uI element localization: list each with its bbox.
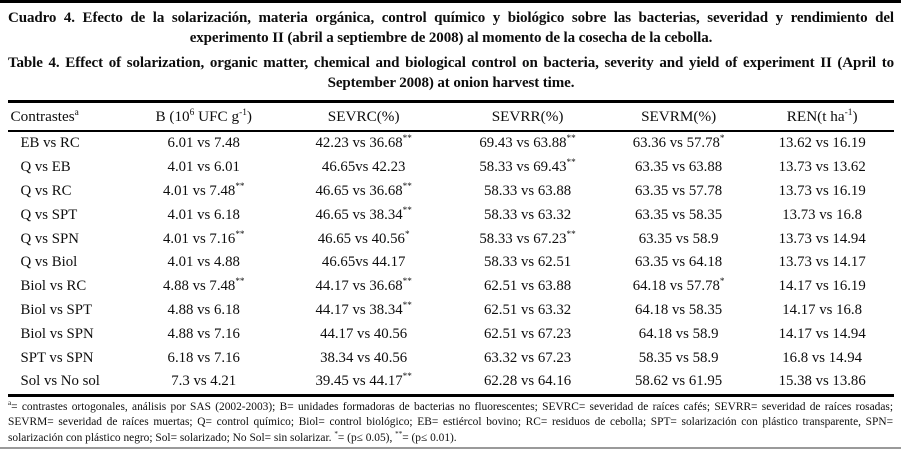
value-cell: 7.3 vs 4.21 — [171, 373, 237, 390]
contrast-label-cell: Sol vs No sol — [20, 373, 100, 390]
contrast-label-cell: Biol vs SPN — [20, 325, 94, 342]
column-header-sevrm: SEVRM(%) — [606, 101, 751, 132]
table-row: Biol vs SPN 4.88 vs 7.16 44.17 vs 40.56 62.… — [8, 322, 894, 346]
value-cell: 4.88 vs 7.16 — [167, 325, 240, 342]
table-row: Q vs RC 4.01 vs 7.48** 46.65 vs 36.68** 58.… — [8, 180, 894, 204]
value-cell: 15.38 vs 13.86 — [778, 373, 866, 390]
value-cell: 46.65 vs 38.34** — [315, 204, 412, 223]
value-cell: 4.01 vs 7.16** — [162, 228, 245, 247]
table-row: SPT vs SPN 6.18 vs 7.16 38.34 vs 40.56 63.3… — [8, 346, 894, 370]
value-cell: 62.51 vs 67.23 — [483, 325, 572, 342]
value-cell: 63.35 vs 58.35 — [635, 206, 723, 223]
table-row: EB vs RC 6.01 vs 7.48 42.23 vs 36.68** 69.4… — [8, 131, 894, 156]
table-row: Biol vs SPT 4.88 vs 6.18 44.17 vs 38.34** 6… — [8, 299, 894, 323]
value-cell: 46.65vs 44.17 — [321, 254, 406, 271]
column-header-sevrr: SEVRR(%) — [448, 101, 607, 132]
table-row: Q vs Biol 4.01 vs 4.88 46.65vs 44.17 58.33 … — [8, 251, 894, 275]
value-cell: 4.01 vs 6.01 — [167, 159, 240, 176]
value-cell: 63.36 vs 57.78* — [632, 133, 725, 152]
value-cell: 63.35 vs 64.18 — [635, 254, 723, 271]
value-cell: 62.51 vs 63.32 — [483, 301, 572, 318]
value-cell: 13.73 vs 14.94 — [778, 230, 866, 247]
contrast-label-cell: Biol vs SPT — [20, 301, 93, 318]
contrast-label-cell: Q vs RC — [20, 182, 72, 199]
column-header-ren: REN(t ha-1) — [750, 101, 894, 132]
contrast-label-cell: Q vs SPN — [20, 230, 79, 247]
table-caption-spanish: Cuadro 4. Efecto de la solarización, mat… — [8, 10, 894, 46]
scan-edge-bottom — [0, 447, 901, 449]
contrasts-data-table: Contrastesa B (106 UFC g-1) SEVRC(%) SEV… — [7, 100, 894, 397]
value-cell: 14.17 vs 14.94 — [778, 325, 866, 342]
value-cell: 63.35 vs 57.78 — [635, 182, 723, 199]
value-cell: 42.23 vs 36.68** — [315, 133, 412, 152]
value-cell: 13.73 vs 14.17 — [778, 254, 866, 271]
table-caption-english: Table 4. Effect of solarization, organic… — [8, 55, 894, 91]
value-cell: 64.18 vs 58.35 — [635, 301, 723, 318]
table-footnote: a= contrastes ortogonales, análisis por … — [8, 398, 893, 444]
value-cell: 4.01 vs 4.88 — [167, 254, 240, 271]
table-row: Biol vs RC 4.88 vs 7.48** 44.17 vs 36.68**… — [8, 275, 894, 299]
value-cell: 13.73 vs 16.8 — [782, 206, 863, 223]
table-body: EB vs RC 6.01 vs 7.48 42.23 vs 36.68** 69.4… — [8, 131, 894, 395]
value-cell: 63.35 vs 58.9 — [638, 230, 719, 247]
contrast-label-cell: Q vs EB — [20, 159, 71, 176]
value-cell: 63.32 vs 67.23 — [483, 349, 572, 366]
value-cell: 58.33 vs 63.88 — [483, 182, 572, 199]
value-cell: 69.43 vs 63.88** — [479, 133, 576, 152]
value-cell: 58.33 vs 69.43** — [479, 157, 576, 176]
value-cell: 44.17 vs 38.34** — [315, 300, 412, 318]
contrast-label-cell: Biol vs RC — [20, 278, 87, 295]
table-row: Q vs SPN 4.01 vs 7.16** 46.65 vs 40.56* 58.… — [8, 227, 894, 251]
contrast-label-cell: Q vs SPT — [20, 206, 78, 223]
value-cell: 58.33 vs 63.32 — [483, 206, 572, 223]
value-cell: 46.65 vs 40.56* — [317, 228, 410, 247]
value-cell: 46.65 vs 36.68** — [315, 181, 412, 199]
value-cell: 62.51 vs 63.88 — [483, 278, 572, 295]
column-header-contrastes: Contrastesa — [7, 101, 129, 132]
header-row: Contrastesa B (106 UFC g-1) SEVRC(%) SEV… — [7, 101, 894, 132]
contrast-label-cell: SPT vs SPN — [20, 349, 94, 366]
value-cell: 63.35 vs 63.88 — [635, 159, 723, 176]
value-cell: 62.28 vs 64.16 — [483, 373, 572, 390]
value-cell: 16.8 vs 14.94 — [782, 349, 863, 366]
value-cell: 6.18 vs 7.16 — [167, 349, 240, 366]
value-cell: 44.17 vs 40.56 — [320, 325, 408, 342]
value-cell: 58.33 vs 67.23** — [479, 228, 576, 247]
column-header-sevrc: SEVRC(%) — [278, 101, 449, 132]
table-row: Q vs EB 4.01 vs 6.01 46.65vs 42.23 58.33 vs… — [8, 156, 894, 180]
value-cell: 14.17 vs 16.19 — [778, 278, 866, 295]
value-cell: 13.73 vs 16.19 — [778, 182, 866, 199]
column-header-bacteria: B (106 UFC g-1) — [128, 101, 279, 132]
table-row: Q vs SPT 4.01 vs 6.18 46.65 vs 38.34** 58.3… — [8, 203, 894, 227]
value-cell: 4.88 vs 7.48** — [162, 276, 245, 295]
table-row: Sol vs No sol 7.3 vs 4.21 39.45 vs 44.17**… — [8, 370, 894, 395]
value-cell: 46.65vs 42.23 — [321, 159, 406, 176]
value-cell: 4.01 vs 7.48** — [162, 181, 245, 199]
value-cell: 58.62 vs 61.95 — [635, 373, 723, 390]
value-cell: 4.01 vs 6.18 — [167, 206, 240, 223]
value-cell: 14.17 vs 16.8 — [782, 301, 863, 318]
value-cell: 4.88 vs 6.18 — [167, 301, 240, 318]
value-cell: 58.33 vs 62.51 — [483, 254, 572, 271]
value-cell: 64.18 vs 58.9 — [638, 325, 719, 342]
value-cell: 38.34 vs 40.56 — [320, 349, 408, 366]
value-cell: 39.45 vs 44.17** — [315, 371, 412, 390]
value-cell: 64.18 vs 57.78* — [632, 276, 725, 295]
value-cell: 58.35 vs 58.9 — [638, 349, 719, 366]
value-cell: 44.17 vs 36.68** — [315, 276, 412, 295]
scan-edge-top — [0, 0, 901, 3]
value-cell: 6.01 vs 7.48 — [167, 135, 240, 152]
caption-block: Cuadro 4. Efecto de la solarización, mat… — [0, 3, 901, 93]
value-cell: 13.62 vs 16.19 — [778, 135, 866, 152]
contrast-label-cell: EB vs RC — [20, 135, 80, 152]
contrast-label-cell: Q vs Biol — [20, 254, 78, 271]
value-cell: 13.73 vs 13.62 — [778, 159, 866, 176]
